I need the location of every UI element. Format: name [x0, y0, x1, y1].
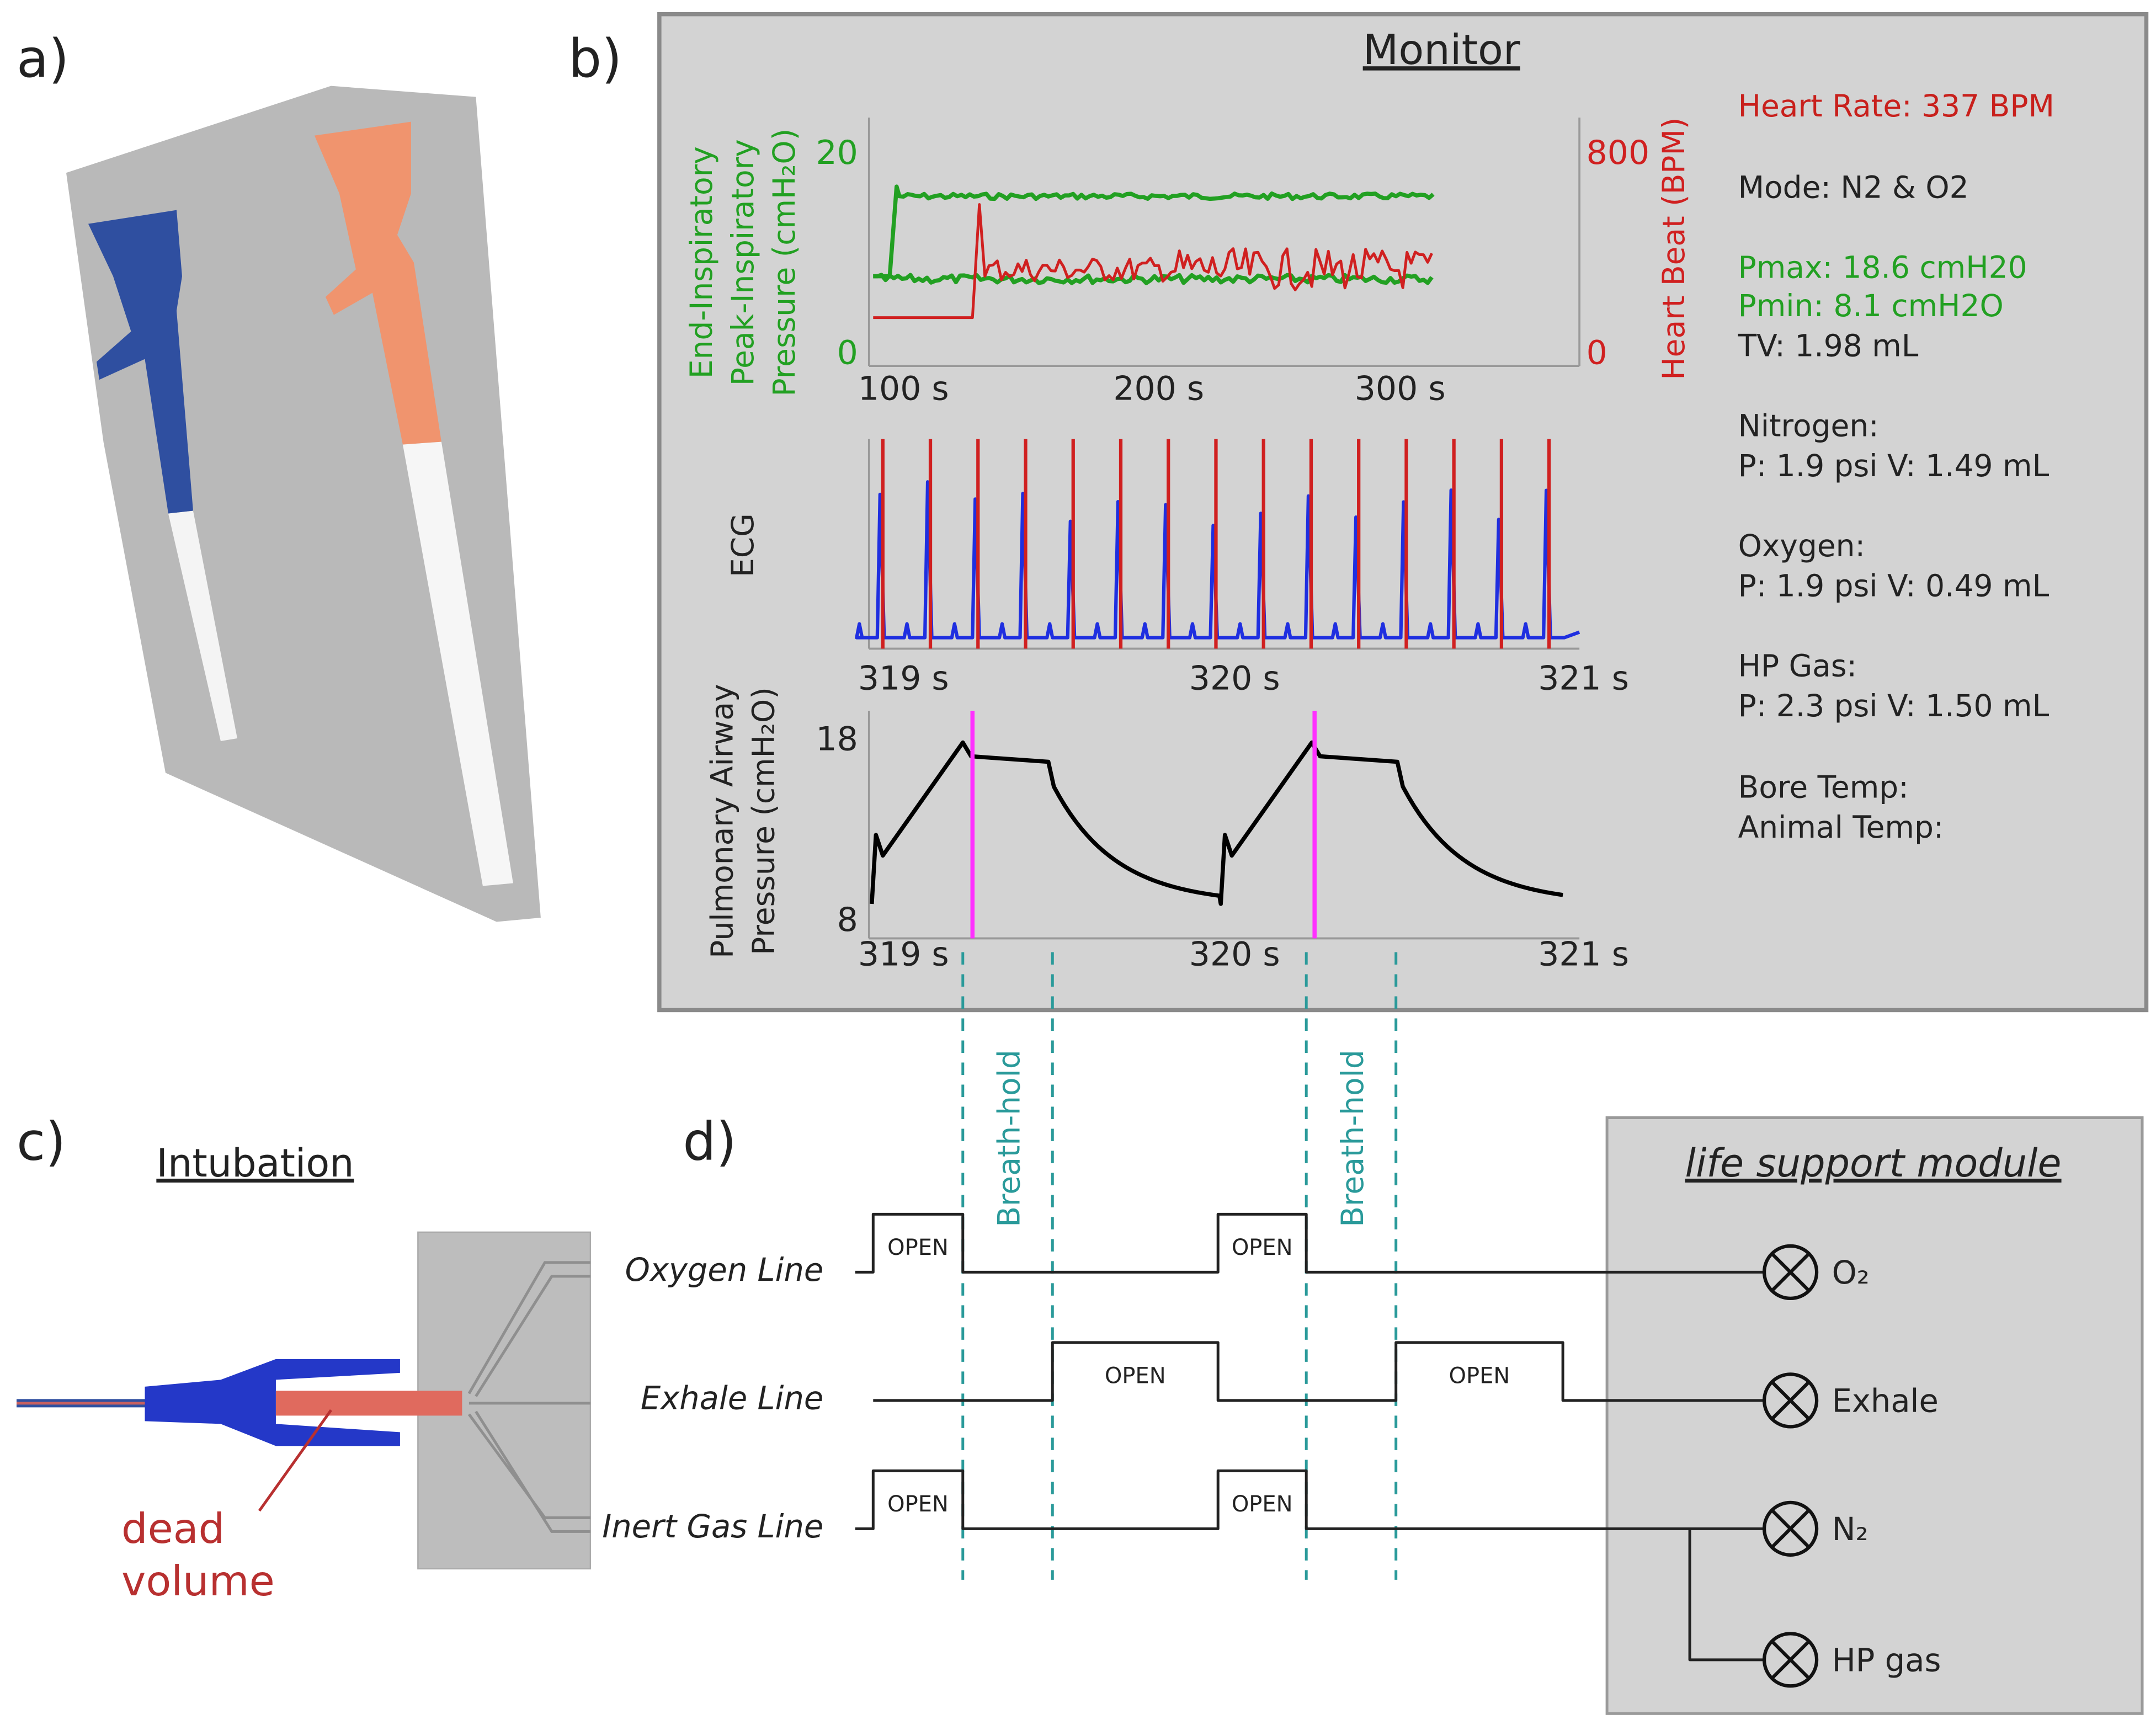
x-tick-label: 320 s [1189, 935, 1280, 974]
x-tick-label: 320 s [1189, 659, 1280, 698]
open-label: OPEN [1232, 1235, 1293, 1260]
blue-cannula [88, 210, 193, 514]
pressure-trace [870, 740, 1563, 906]
blue-connector [145, 1359, 400, 1446]
panel-label: c) [17, 1111, 66, 1172]
y-axis-label: Pressure (cmH₂O) [746, 687, 781, 955]
blue-cannula-tip [168, 510, 237, 742]
valve-cross [1771, 1253, 1810, 1292]
readout-line: TV: 1.98 mL [1738, 328, 1919, 364]
line-label: Exhale Line [641, 1380, 823, 1417]
readout-line: P: 1.9 psi V: 0.49 mL [1738, 568, 2049, 604]
x-tick-label: 319 s [858, 935, 949, 974]
valve-label: O₂ [1832, 1254, 1870, 1291]
y-axis-label: Peak-Inspiratory [725, 139, 760, 386]
line-label: Oxygen Line [625, 1252, 824, 1289]
readout-line: Animal Temp: [1738, 810, 1944, 845]
breath-hold-label: Breath-hold [991, 1050, 1026, 1227]
monitor-title: Monitor [1363, 25, 1520, 74]
x-tick-label: 321 s [1538, 659, 1629, 698]
module-title: life support module [1685, 1141, 2062, 1186]
orange-cannula-tip [402, 441, 513, 886]
open-label: OPEN [1449, 1363, 1510, 1388]
dead-volume-label: dead [121, 1504, 225, 1553]
valve-cross [1771, 1641, 1810, 1679]
heart-trace [873, 203, 1433, 320]
valve [1762, 1244, 1819, 1301]
connector-channels [467, 1261, 590, 1533]
x-tick-label: 300 s [1355, 370, 1446, 408]
readout-line: Oxygen: [1738, 528, 1865, 563]
intubation-title: Intubation [156, 1141, 354, 1186]
valve-signal [873, 1341, 1763, 1402]
open-label: OPEN [887, 1235, 949, 1260]
dead-volume-label: volume [121, 1557, 275, 1605]
y-axis-label: ECG [725, 513, 760, 577]
y-axis-label: Heart Beat (BPM) [1656, 118, 1691, 380]
orange-cannula [314, 121, 441, 445]
valve-cross [1771, 1509, 1810, 1548]
valve-signal [855, 1469, 1763, 1530]
y-tick-label: 0 [1587, 334, 1607, 372]
readout-line: Nitrogen: [1738, 408, 1879, 444]
valve-label: Exhale [1832, 1382, 1939, 1419]
readout-line: Pmin: 8.1 cmH2O [1738, 288, 2004, 323]
x-tick-label: 100 s [858, 370, 949, 408]
x-tick-label: 321 s [1538, 935, 1629, 974]
valve [1762, 1500, 1819, 1557]
valve-signal [855, 1212, 1763, 1274]
y-axis-label: Pressure (cmH₂O) [766, 129, 802, 397]
end-trace [873, 273, 1434, 285]
readout-line: Bore Temp: [1738, 770, 1909, 805]
panel-label: a) [17, 29, 69, 89]
valve [1762, 1372, 1819, 1429]
readout-line: P: 2.3 psi V: 1.50 mL [1738, 688, 2049, 723]
valve-label: HP gas [1832, 1642, 1941, 1679]
dead-volume [275, 1391, 462, 1416]
y-axis-label: End-Inspiratory [684, 146, 719, 379]
valve-cross [1771, 1381, 1810, 1420]
module-box [1605, 1116, 2144, 1715]
y-tick-label: 20 [816, 134, 858, 172]
x-tick-label: 319 s [858, 659, 949, 698]
panel-label: b) [568, 29, 622, 89]
open-label: OPEN [887, 1492, 949, 1517]
open-label: OPEN [1232, 1492, 1293, 1517]
photo-background [66, 86, 541, 922]
readout-line: Pmax: 18.6 cmH20 [1738, 249, 2027, 285]
hp-branch [1688, 1529, 1763, 1662]
y-axis-label: Pulmonary Airway [704, 684, 739, 958]
readout-line: P: 1.9 psi V: 1.49 mL [1738, 448, 2049, 483]
readout-line: Mode: N2 & O2 [1738, 169, 1969, 205]
y-tick-label: 8 [837, 901, 858, 939]
readout-line: Heart Rate: 337 BPM [1738, 88, 2054, 124]
ecg-trace [855, 480, 1580, 640]
y-tick-label: 0 [837, 334, 858, 372]
y-tick-label: 18 [816, 720, 858, 759]
line-label: Inert Gas Line [602, 1508, 823, 1545]
y-tick-label: 800 [1587, 134, 1650, 172]
breath-hold-label: Breath-hold [1335, 1050, 1370, 1227]
valve [1762, 1632, 1819, 1688]
valve-label: N₂ [1832, 1511, 1868, 1548]
x-tick-label: 200 s [1113, 370, 1204, 408]
open-label: OPEN [1105, 1363, 1166, 1388]
readout-line: HP Gas: [1738, 648, 1857, 684]
panel-label: d) [683, 1111, 736, 1172]
dead-volume-pointer [258, 1409, 332, 1512]
peak-trace [873, 184, 1435, 279]
